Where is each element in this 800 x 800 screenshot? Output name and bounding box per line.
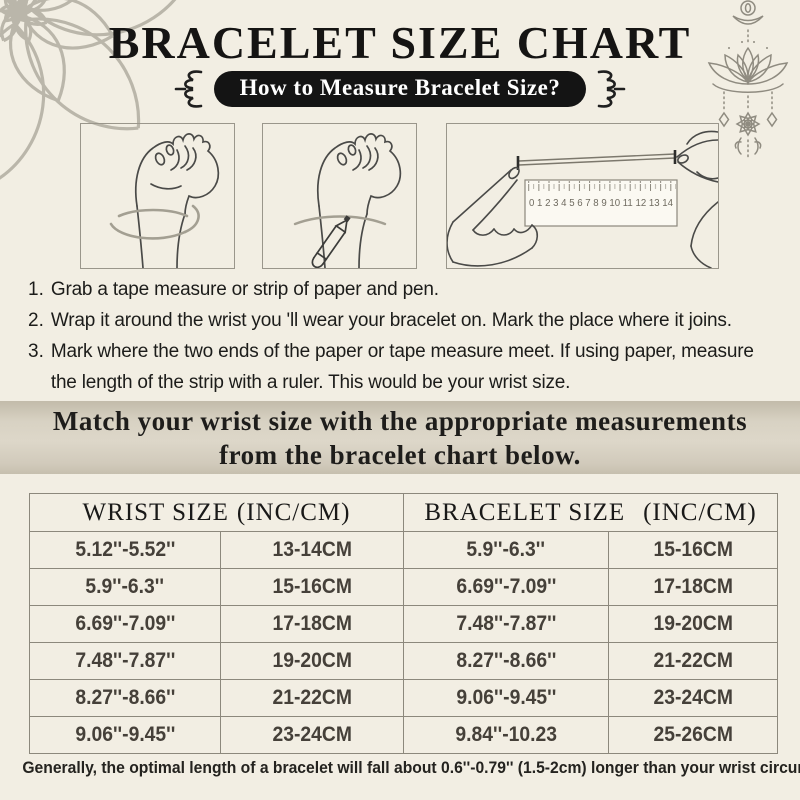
wrist-inches: 5.12''-5.52'' — [74, 538, 176, 561]
table-row: 6.69''-7.09'' 17-18CM 7.48''-7.87'' 19-2… — [29, 605, 779, 643]
wrist-inches: 8.27''-8.66'' — [74, 686, 176, 709]
step-3: 3. Mark where the two ends of the paper … — [28, 336, 784, 398]
wrist-inches: 7.48''-7.87'' — [74, 649, 176, 672]
table-row: 5.9''-6.3'' 15-16CM 6.69''-7.09'' 17-18C… — [29, 568, 779, 606]
step-2: 2. Wrap it around the wrist you 'll wear… — [28, 305, 784, 336]
squiggle-left-icon — [174, 70, 202, 108]
step-1-text: Grab a tape measure or strip of paper an… — [50, 279, 439, 300]
table-row: 5.12''-5.52'' 13-14CM 5.9''-6.3'' 15-16C… — [29, 531, 779, 569]
table-row: 7.48''-7.87'' 19-20CM 8.27''-8.66'' 21-2… — [29, 642, 779, 680]
ruler-numbers: 0 1 2 3 4 5 6 7 8 9 10 11 12 13 14 — [529, 198, 673, 209]
squiggle-right-icon — [598, 70, 626, 108]
wrist-inches: 5.9''-6.3'' — [85, 575, 165, 598]
footer-note: Generally, the optimal length of a brace… — [22, 759, 800, 777]
wrist-cm: 15-16CM — [272, 575, 352, 598]
table-row: 8.27''-8.66'' 21-22CM 9.06''-9.45'' 23-2… — [29, 679, 779, 717]
step-1: 1. Grab a tape measure or strip of paper… — [28, 274, 784, 305]
bracelet-inches: 9.84''-10.23 — [455, 723, 557, 746]
bracelet-cm: 17-18CM — [653, 575, 733, 598]
hands-with-ruler-icon: 0 1 2 3 4 5 6 7 8 9 10 11 12 13 14 — [447, 130, 718, 268]
bracelet-size-header: BRACELET SIZE (INC/CM) — [402, 493, 779, 532]
wrist-size-header: WRIST SIZE (INC/CM) — [29, 493, 404, 532]
how-to-measure-badge: How to Measure Bracelet Size? — [213, 71, 587, 107]
step-2-number: 2. — [28, 310, 44, 331]
wrist-cm: 17-18CM — [272, 612, 352, 635]
bracelet-cm: 15-16CM — [653, 538, 733, 561]
size-table-header-row: WRIST SIZE (INC/CM) BRACELET SIZE (INC/CM) — [29, 493, 779, 532]
bracelet-inches: 9.06''-9.45'' — [455, 686, 557, 709]
wrist-cm: 19-20CM — [272, 649, 352, 672]
bracelet-cm: 25-26CM — [653, 723, 733, 746]
step-3-text: Mark where the two ends of the paper or … — [50, 341, 754, 393]
banner-line-2: from the bracelet chart below. — [219, 439, 581, 470]
wrist-cm: 21-22CM — [272, 686, 352, 709]
step-1-number: 1. — [28, 279, 44, 300]
bracelet-inches: 8.27''-8.66'' — [455, 649, 557, 672]
bracelet-inches: 7.48''-7.87'' — [455, 612, 557, 635]
table-row: 9.06''-9.45'' 23-24CM 9.84''-10.23 25-26… — [29, 716, 779, 754]
bracelet-cm: 21-22CM — [653, 649, 733, 672]
how-to-measure-badge-row: How to Measure Bracelet Size? — [0, 70, 800, 108]
step-2-text: Wrap it around the wrist you 'll wear yo… — [50, 310, 732, 331]
wrist-cm: 23-24CM — [272, 723, 352, 746]
step-3-number: 3. — [28, 341, 44, 362]
wrist-inches: 6.69''-7.09'' — [74, 612, 176, 635]
illustration-measure-ruler: 0 1 2 3 4 5 6 7 8 9 10 11 12 13 14 — [446, 123, 719, 269]
wrist-inches: 9.06''-9.45'' — [74, 723, 176, 746]
bracelet-cm: 19-20CM — [653, 612, 733, 635]
wrist-cm: 13-14CM — [272, 538, 352, 561]
page-title: BRACELET SIZE CHART — [108, 17, 692, 68]
match-size-banner: Match your wrist size with the appropria… — [0, 401, 800, 474]
bracelet-inches: 6.69''-7.09'' — [455, 575, 557, 598]
bracelet-inches: 5.9''-6.3'' — [466, 538, 546, 561]
banner-line-1: Match your wrist size with the appropria… — [52, 405, 748, 436]
illustration-mark-wrist — [262, 123, 417, 269]
illustration-wrap-wrist — [80, 123, 235, 269]
size-table: WRIST SIZE (INC/CM) BRACELET SIZE (INC/CM)… — [29, 493, 779, 754]
measure-steps: 1. Grab a tape measure or strip of paper… — [28, 274, 784, 398]
bracelet-cm: 23-24CM — [653, 686, 733, 709]
hand-with-tape-icon — [109, 133, 220, 268]
hand-with-pen-icon — [293, 133, 402, 268]
